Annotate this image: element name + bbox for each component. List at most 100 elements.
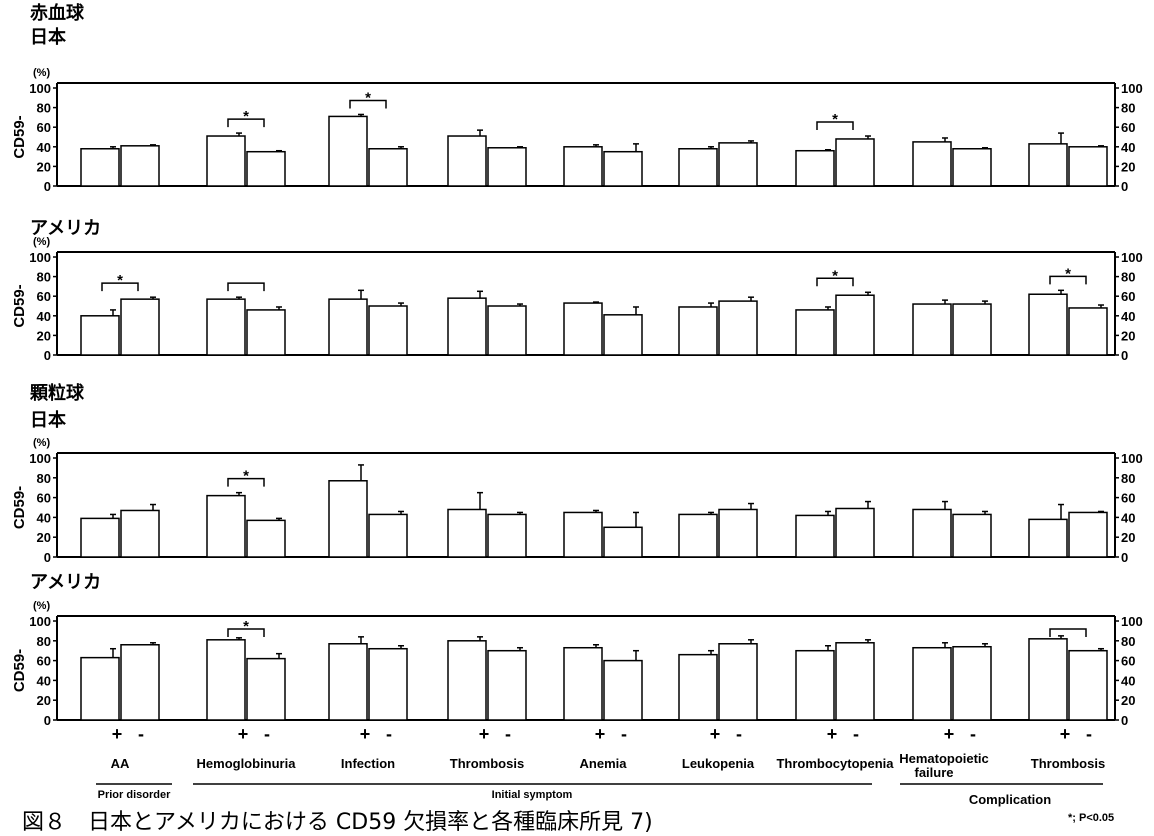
y-tick-label-left: 60	[37, 491, 51, 506]
bar-negative	[952, 645, 992, 721]
bar-negative	[718, 643, 758, 721]
bar-negative	[246, 309, 286, 356]
bar-negative	[952, 513, 992, 558]
y-tick-label-left: 60	[37, 120, 51, 135]
significance-note: *; P<0.05	[1068, 812, 1115, 824]
bar-positive	[912, 141, 952, 187]
x-sign-negative: -	[736, 724, 742, 744]
bar-positive	[678, 306, 718, 356]
y-axis-label: CD59-	[11, 486, 28, 529]
y-tick-label-left: 0	[44, 550, 51, 565]
bar-negative	[487, 147, 527, 187]
bar-negative	[120, 509, 160, 558]
bar-negative	[835, 642, 875, 721]
bar-negative	[368, 148, 408, 187]
y-tick-label-right: 80	[1121, 270, 1135, 285]
y-axis-label: CD59-	[11, 284, 28, 327]
bar-positive	[447, 640, 487, 721]
y-tick-label-right: 60	[1121, 654, 1135, 669]
group-label-initial: Initial symptom	[492, 789, 573, 801]
bar-negative	[487, 305, 527, 356]
significance-bracket	[227, 118, 265, 128]
x-category-label: Anemia	[580, 756, 628, 771]
bar-positive	[795, 149, 835, 187]
x-sign-negative: -	[970, 724, 976, 744]
y-unit-label: (%)	[33, 236, 50, 248]
bar-positive	[1028, 143, 1068, 187]
y-tick-label-left: 40	[37, 140, 51, 155]
significance-star: *	[832, 111, 838, 128]
significance-star: *	[117, 272, 123, 289]
significance-star: *	[365, 89, 371, 106]
y-tick-label-left: 40	[37, 309, 51, 324]
y-tick-label-right: 20	[1121, 530, 1135, 545]
y-tick-label-right: 20	[1121, 328, 1135, 343]
y-tick-label-right: 80	[1121, 101, 1135, 116]
y-unit-label: (%)	[33, 67, 50, 79]
y-tick-label-left: 60	[37, 654, 51, 669]
y-tick-label-left: 20	[37, 328, 51, 343]
y-tick-label-right: 60	[1121, 120, 1135, 135]
bar-positive	[563, 646, 603, 721]
x-sign-negative: -	[621, 724, 627, 744]
region-heading: 日本	[30, 409, 66, 431]
x-category-label: Leukopenia	[682, 756, 755, 771]
y-tick-label-right: 60	[1121, 491, 1135, 506]
y-tick-label-left: 0	[44, 348, 51, 363]
y-tick-label-right: 80	[1121, 471, 1135, 486]
bar-positive	[447, 297, 487, 356]
y-unit-label: (%)	[33, 437, 50, 449]
bar-positive	[328, 643, 368, 721]
y-tick-label-right: 40	[1121, 673, 1135, 688]
bar-negative	[603, 150, 643, 187]
bar-positive	[206, 135, 246, 187]
y-tick-label-left: 20	[37, 159, 51, 174]
bar-positive	[912, 646, 952, 721]
bar-negative	[952, 303, 992, 356]
significance-bracket	[227, 628, 265, 637]
bar-negative	[718, 508, 758, 558]
y-tick-label-right: 0	[1121, 348, 1128, 363]
y-tick-label-right: 100	[1121, 250, 1143, 265]
group-label-prior: Prior disorder	[98, 789, 171, 801]
x-sign-positive: +	[827, 724, 838, 744]
y-tick-label-right: 0	[1121, 550, 1128, 565]
y-tick-label-left: 40	[37, 510, 51, 525]
bar-negative	[487, 649, 527, 721]
bar-positive	[563, 511, 603, 558]
x-sign-negative: -	[386, 724, 392, 744]
y-tick-label-right: 60	[1121, 289, 1135, 304]
y-unit-label: (%)	[33, 600, 50, 612]
bar-positive	[80, 148, 120, 187]
bar-positive	[328, 480, 368, 558]
bar-positive	[563, 146, 603, 187]
bar-positive	[912, 508, 952, 558]
x-sign-negative: -	[138, 724, 144, 744]
x-sign-negative: -	[264, 724, 270, 744]
y-tick-label-left: 80	[37, 270, 51, 285]
significance-bracket	[816, 121, 854, 131]
bar-negative	[1068, 649, 1108, 721]
bar-positive	[1028, 518, 1068, 558]
y-tick-label-left: 80	[37, 471, 51, 486]
bar-positive	[678, 653, 718, 721]
y-tick-label-right: 0	[1121, 179, 1128, 194]
bar-negative	[246, 519, 286, 558]
x-sign-positive: +	[112, 724, 123, 744]
x-category-label: Infection	[341, 756, 395, 771]
figure-caption: 図８ 日本とアメリカにおける CD59 欠損率と各種臨床所見 7)	[22, 810, 653, 835]
y-axis-label: CD59-	[11, 649, 28, 692]
significance-bracket	[227, 282, 265, 292]
bar-positive	[206, 494, 246, 558]
x-sign-negative: -	[1086, 724, 1092, 744]
significance-star: *	[1065, 265, 1071, 282]
y-tick-label-right: 80	[1121, 634, 1135, 649]
significance-star: *	[243, 618, 249, 635]
significance-star: *	[832, 267, 838, 284]
bar-negative	[368, 647, 408, 721]
y-tick-label-left: 100	[29, 81, 51, 96]
group-label-complication: Complication	[969, 792, 1051, 807]
bar-negative	[368, 513, 408, 558]
x-sign-positive: +	[710, 724, 721, 744]
x-category-label: Thrombocytopenia	[776, 756, 894, 771]
